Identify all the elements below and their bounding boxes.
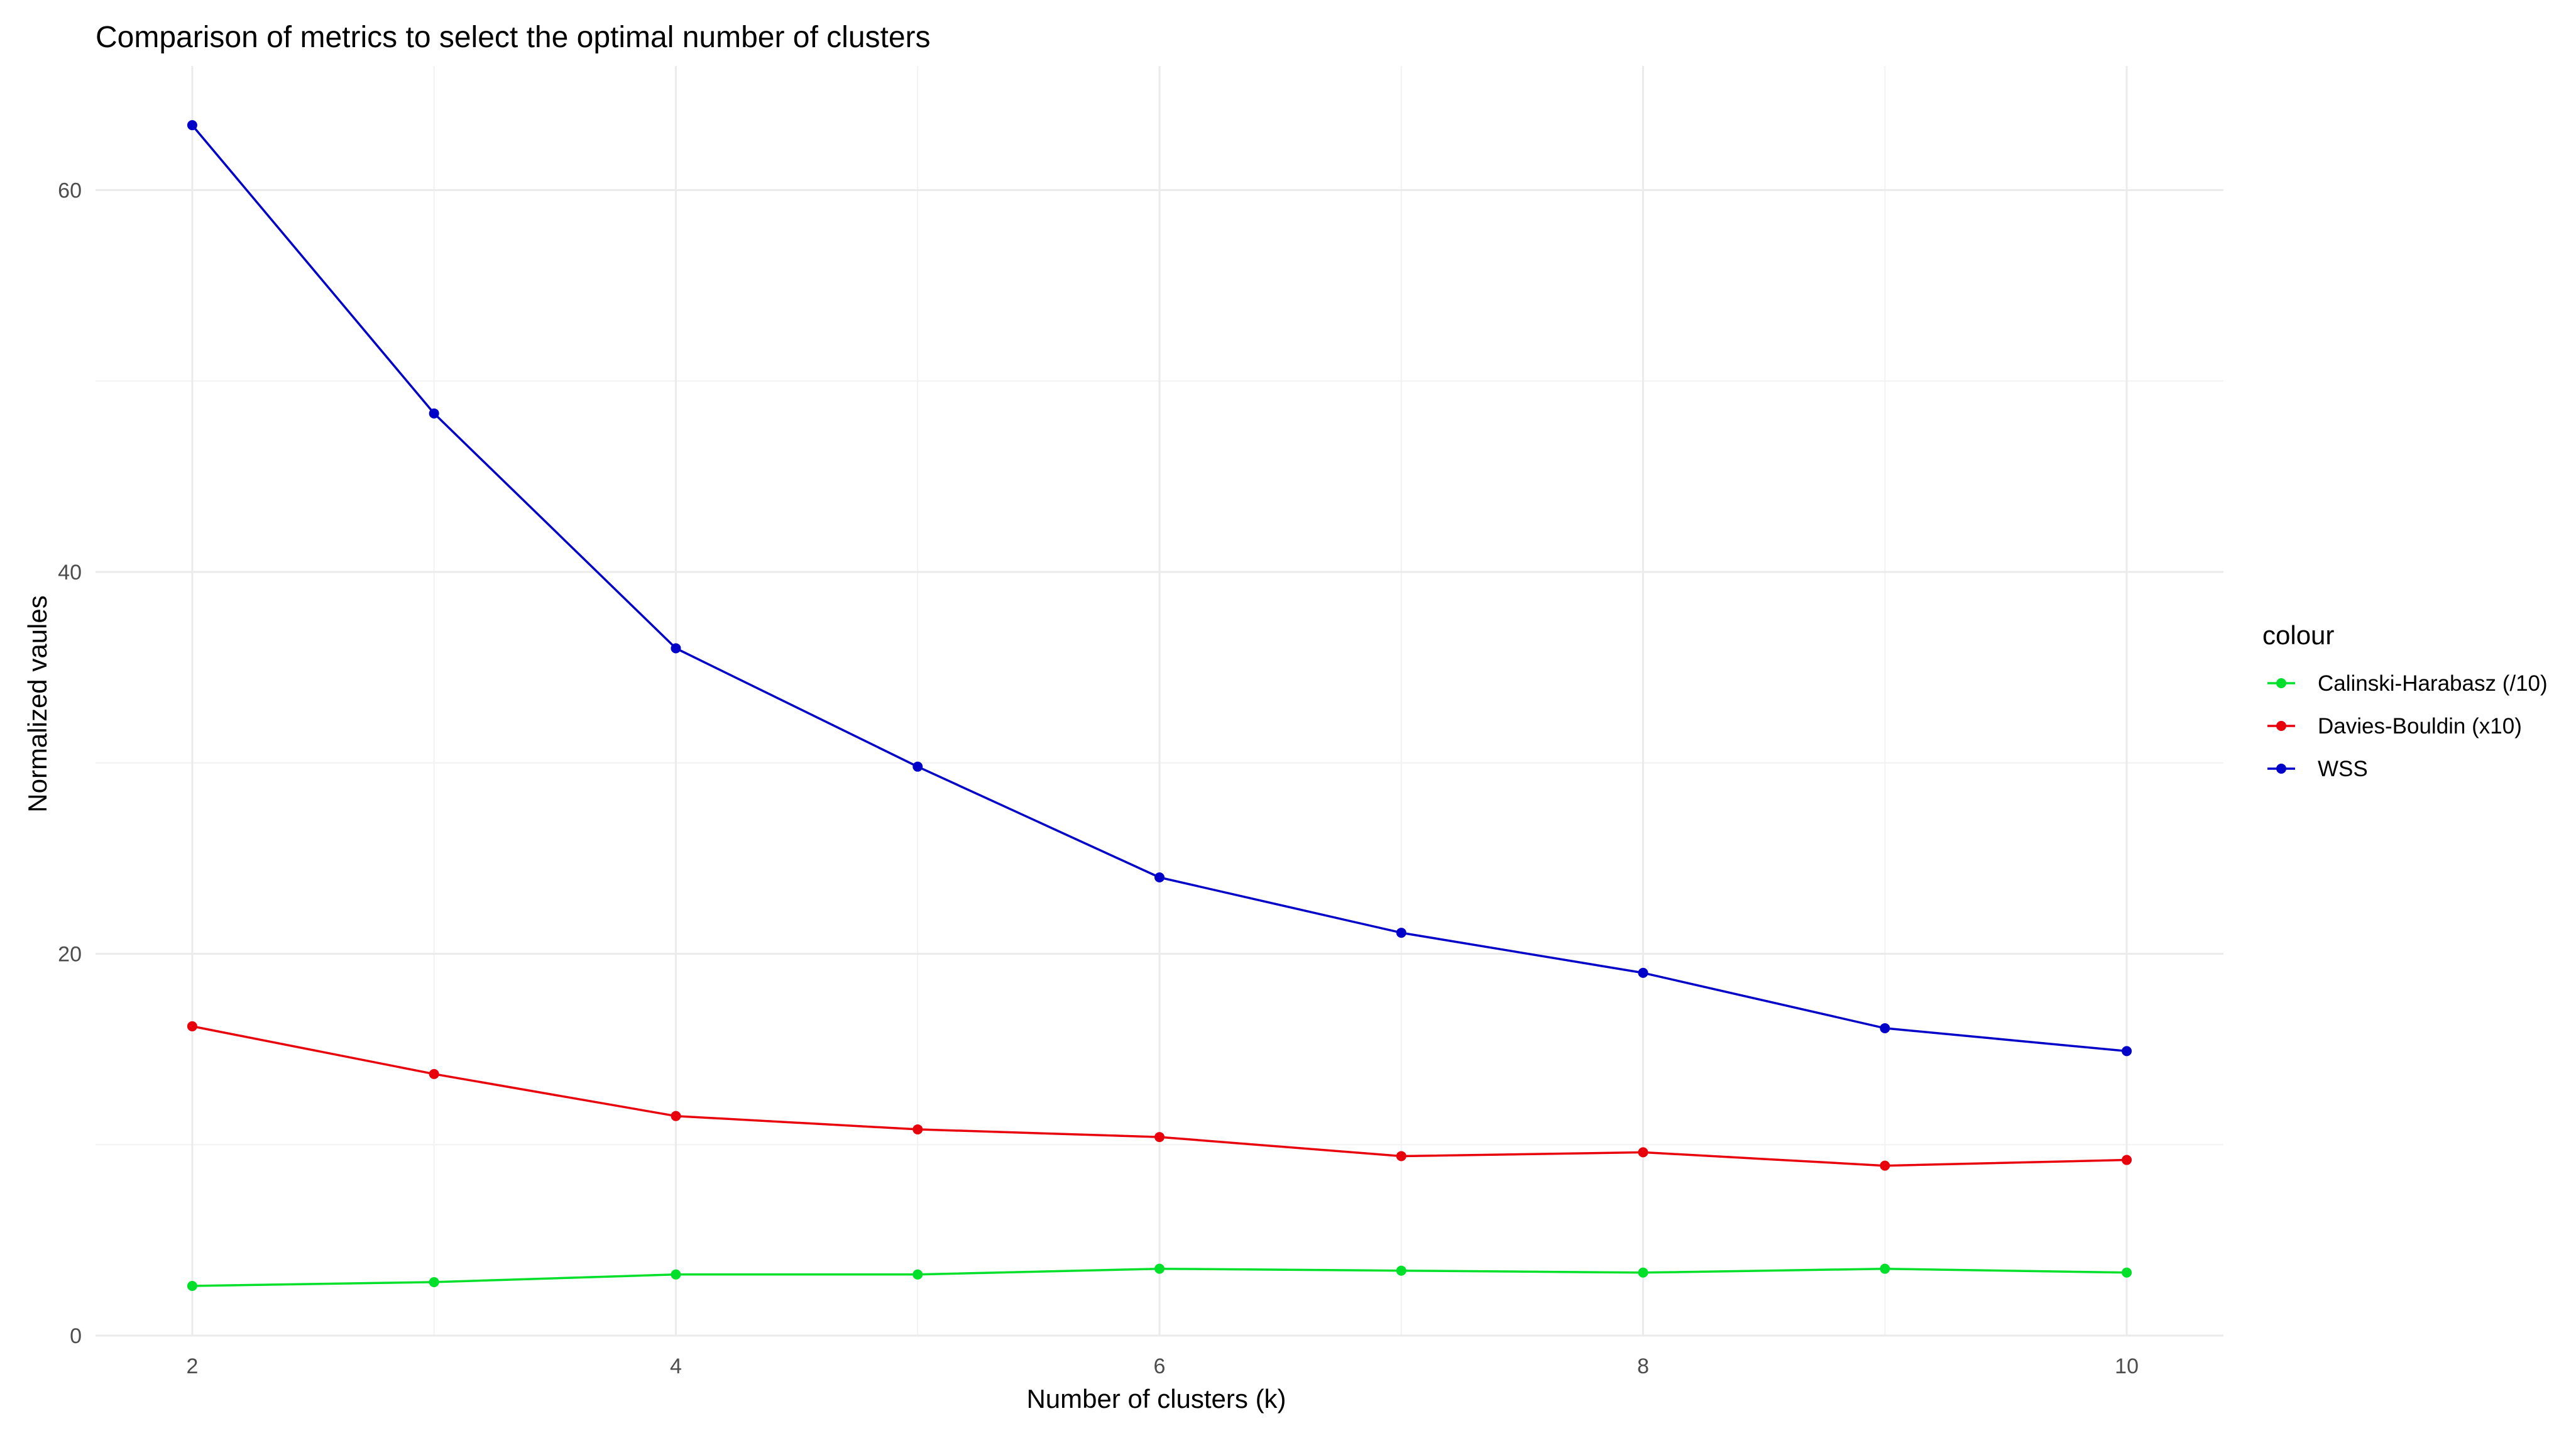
grid-major [96, 66, 2223, 1337]
x-tick-label: 8 [1637, 1354, 1649, 1378]
data-point-davies-bouldin-x10 [1154, 1132, 1165, 1143]
series-layer [187, 120, 2132, 1292]
data-point-davies-bouldin-x10 [2122, 1155, 2132, 1165]
data-point-wss [913, 761, 923, 772]
legend-label-wss: WSS [2318, 757, 2368, 781]
x-tick-label: 2 [186, 1354, 198, 1378]
data-point-wss [1396, 928, 1406, 938]
y-tick-label: 60 [58, 178, 82, 202]
data-point-wss [2122, 1046, 2132, 1057]
y-tick-label: 0 [70, 1324, 82, 1348]
chart-title: Comparison of metrics to select the opti… [96, 21, 931, 54]
x-axis-title: Number of clusters (k) [1026, 1384, 1286, 1414]
legend-key-point-davies-bouldin-x10 [2276, 721, 2286, 731]
y-tick-label: 20 [58, 942, 82, 966]
data-point-davies-bouldin-x10 [1880, 1160, 1890, 1171]
legend-title: colour [2262, 620, 2334, 650]
data-point-davies-bouldin-x10 [913, 1124, 923, 1134]
data-point-davies-bouldin-x10 [671, 1111, 681, 1121]
data-point-calinski-harabasz-10 [1396, 1265, 1406, 1276]
data-point-calinski-harabasz-10 [1880, 1263, 1890, 1274]
data-point-wss [429, 408, 439, 419]
data-point-davies-bouldin-x10 [187, 1021, 197, 1031]
x-axis-ticks: 2 4 6 8 10 [186, 1354, 2139, 1378]
data-point-calinski-harabasz-10 [1638, 1267, 1648, 1278]
legend-key-point-calinski-harabasz-10 [2276, 678, 2286, 688]
data-point-calinski-harabasz-10 [1154, 1263, 1165, 1274]
data-point-davies-bouldin-x10 [1638, 1147, 1648, 1158]
data-point-calinski-harabasz-10 [187, 1281, 197, 1292]
legend-label-davies-bouldin-x10: Davies-Bouldin (x10) [2318, 714, 2522, 738]
data-point-wss [187, 120, 197, 131]
x-tick-label: 4 [670, 1354, 682, 1378]
data-point-calinski-harabasz-10 [429, 1277, 439, 1287]
x-tick-label: 6 [1154, 1354, 1166, 1378]
y-axis-title: Normalized vaules [23, 595, 52, 812]
data-point-wss [1154, 872, 1165, 882]
legend-items: Calinski-Harabasz (/10) Davies-Bouldin (x… [2267, 671, 2548, 781]
data-point-davies-bouldin-x10 [1396, 1151, 1406, 1161]
data-point-wss [671, 643, 681, 654]
legend-label-calinski-harabasz-10: Calinski-Harabasz (/10) [2318, 671, 2548, 696]
data-point-wss [1880, 1023, 1890, 1033]
y-tick-label: 40 [58, 561, 82, 585]
legend: colour Calinski-Harabasz (/10) Davies-Bou… [2262, 620, 2548, 781]
x-tick-label: 10 [2115, 1354, 2139, 1378]
data-point-calinski-harabasz-10 [2122, 1267, 2132, 1278]
y-axis-ticks: 0 20 40 60 [58, 178, 82, 1348]
data-point-wss [1638, 967, 1648, 978]
data-point-davies-bouldin-x10 [429, 1068, 439, 1079]
data-point-calinski-harabasz-10 [913, 1269, 923, 1280]
data-point-calinski-harabasz-10 [671, 1269, 681, 1280]
legend-key-point-wss [2276, 764, 2286, 774]
